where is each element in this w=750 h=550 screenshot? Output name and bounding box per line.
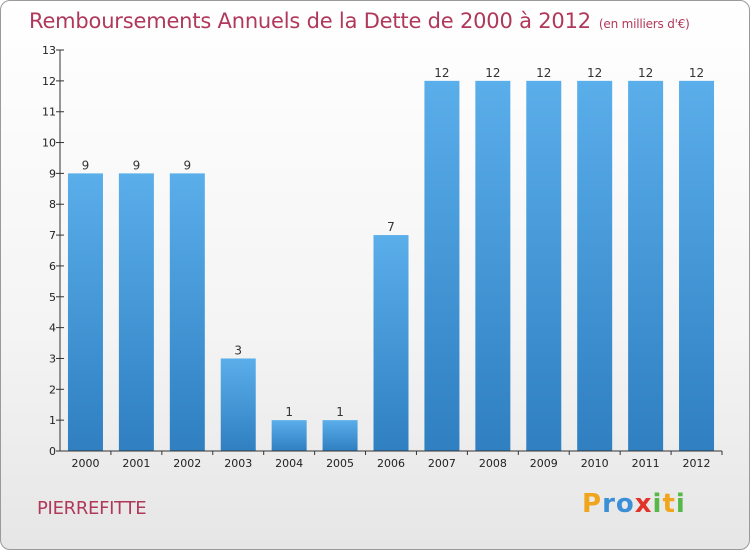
x-tick-label: 2009 <box>530 457 558 470</box>
bar-value-label: 1 <box>285 405 293 419</box>
x-tick-label: 2000 <box>71 457 99 470</box>
logo-letter: i <box>652 489 663 519</box>
bar <box>220 358 256 451</box>
bar <box>373 235 409 451</box>
y-tick-label: 3 <box>49 352 56 365</box>
x-tick-label: 2007 <box>428 457 456 470</box>
bar <box>67 173 103 451</box>
x-tick-label: 2006 <box>377 457 405 470</box>
bar <box>118 173 154 451</box>
bar-value-label: 12 <box>485 66 500 80</box>
x-tick-label: 2002 <box>173 457 201 470</box>
y-tick-label: 0 <box>49 445 56 458</box>
commune-name: PIERREFITTE <box>37 498 147 519</box>
y-tick-label: 1 <box>49 414 56 427</box>
bar-value-label: 7 <box>387 220 395 234</box>
y-tick-label: 5 <box>49 291 56 304</box>
bar-value-label: 3 <box>234 343 242 357</box>
bar <box>271 420 307 451</box>
logo-letter: o <box>615 489 635 519</box>
bar-value-label: 9 <box>183 158 191 172</box>
y-tick-label: 7 <box>49 229 56 242</box>
y-tick-label: 6 <box>49 260 56 273</box>
logo-letter: t <box>662 489 676 519</box>
y-tick-label: 10 <box>42 137 56 150</box>
bar <box>424 80 460 451</box>
bar-value-label: 12 <box>434 66 449 80</box>
x-tick-label: 2001 <box>122 457 150 470</box>
axes-group: 2000 2001 2002 2003 2004 2005 2006 2007 2008 2009… <box>42 44 723 470</box>
title-text: Remboursements Annuels de la Dette de 20… <box>29 9 591 33</box>
y-tick-label: 13 <box>42 44 56 57</box>
x-tick-label: 2003 <box>224 457 252 470</box>
y-tick-label: 8 <box>49 198 56 211</box>
y-tick-label: 11 <box>42 106 56 119</box>
y-tick-label: 4 <box>49 322 56 335</box>
bar <box>169 173 205 451</box>
y-tick-label: 9 <box>49 167 56 180</box>
x-tick-label: 2008 <box>479 457 507 470</box>
bar-value-label: 12 <box>536 66 551 80</box>
x-tick-label: 2012 <box>683 457 711 470</box>
bar <box>577 80 613 451</box>
proxiti-logo: Proxiti <box>582 489 686 519</box>
chart-title: Remboursements Annuels de la Dette de 20… <box>29 9 690 33</box>
logo-letter: P <box>582 489 603 519</box>
bar <box>628 80 664 451</box>
logo-letter: x <box>634 489 653 519</box>
chart-subtitle: (en milliers d'€) <box>598 17 690 31</box>
bar-value-label: 12 <box>689 66 704 80</box>
x-tick-label: 2010 <box>581 457 609 470</box>
bar-value-label: 12 <box>638 66 653 80</box>
logo-letter: i <box>675 489 686 519</box>
y-tick-label: 2 <box>49 383 56 396</box>
bar-value-label: 12 <box>587 66 602 80</box>
bar <box>475 80 511 451</box>
bar <box>679 80 715 451</box>
bar-value-label: 9 <box>82 158 90 172</box>
y-tick-label: 12 <box>42 75 56 88</box>
bar-value-label: 9 <box>133 158 141 172</box>
x-tick-label: 2011 <box>632 457 660 470</box>
x-tick-label: 2004 <box>275 457 303 470</box>
bar <box>322 420 358 451</box>
bar <box>526 80 562 451</box>
bars-group: 9 9 9 3 1 1 7 12 12 12 12 12 12 <box>67 66 715 451</box>
bar-value-label: 1 <box>336 405 344 419</box>
x-tick-label: 2005 <box>326 457 354 470</box>
logo-letter: r <box>602 489 616 519</box>
